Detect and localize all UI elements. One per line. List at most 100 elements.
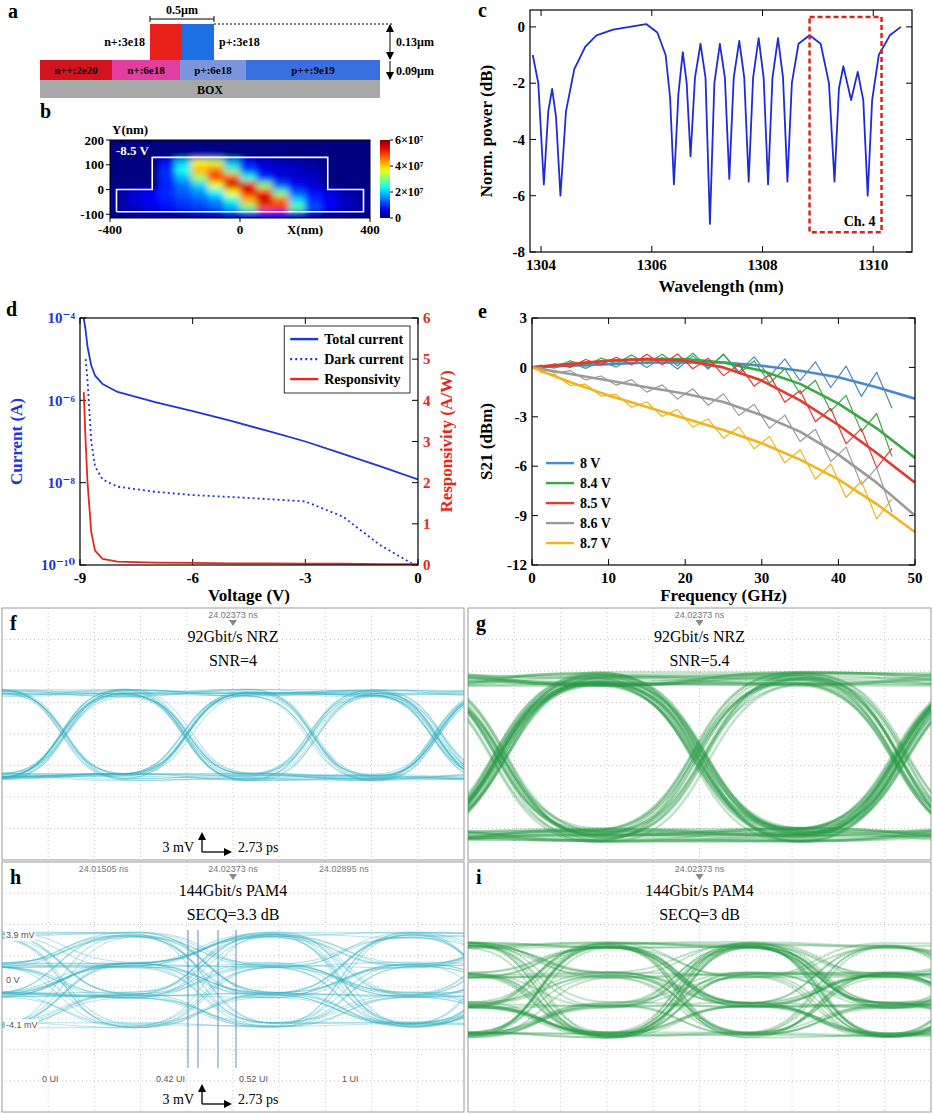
plot-frame — [530, 10, 912, 252]
x-tick — [192, 559, 193, 565]
graticule-line — [2, 797, 464, 798]
y-tick-label: 0 — [520, 360, 528, 376]
level-text: 3.9 mV — [6, 930, 35, 940]
eye-trace — [2, 689, 464, 781]
eye-trace — [2, 689, 464, 779]
eye-trace — [2, 690, 464, 776]
y-tick-label: 100 — [85, 157, 105, 172]
eye-trace — [468, 942, 931, 1034]
eye-trace — [468, 943, 931, 1036]
heatmap-cell — [256, 159, 273, 167]
heatmap-cell — [126, 159, 143, 167]
ui-text: 0.52 UI — [239, 1074, 268, 1084]
eye-trace — [468, 947, 931, 1038]
data-line — [84, 392, 418, 564]
eye-trace — [2, 936, 464, 1023]
region-label: n++:2e20 — [54, 64, 98, 76]
eye-trace — [2, 933, 464, 1026]
eye-trace — [468, 942, 931, 1032]
eye-trace — [468, 943, 931, 1034]
x-tick-label: 40 — [831, 570, 846, 586]
text-patch — [652, 627, 747, 646]
figure: an+:3e18p+:3e18n++:2e20n+:6e18p+:6e18p++… — [0, 0, 933, 1114]
data-line — [84, 318, 418, 479]
heatmap-cell — [143, 181, 160, 189]
region-label: p+:6e18 — [194, 64, 232, 76]
eye-trace — [2, 690, 464, 781]
heatmap-cell — [354, 173, 370, 181]
graticule-line — [468, 1080, 931, 1081]
doped-region — [180, 60, 246, 80]
eye-trace — [2, 932, 464, 1026]
y-tick-label: 10⁻¹⁰ — [41, 557, 75, 573]
heatmap-cell — [159, 203, 176, 211]
legend-label: 8 V — [580, 456, 600, 471]
heatmap-cells — [110, 144, 370, 218]
heatmap-cell — [175, 196, 192, 204]
eye-trace — [2, 690, 464, 778]
heatmap-cell — [159, 166, 176, 174]
plot-background — [110, 140, 370, 218]
colorbar-tick — [390, 218, 393, 219]
level-text: -4.1 mV — [6, 1020, 38, 1030]
trigger-marker — [696, 620, 704, 626]
heatmap-cell — [126, 173, 143, 181]
ui-text: 0.42 UI — [156, 1074, 185, 1084]
colorbar-tick — [390, 140, 393, 141]
graticule-line — [2, 702, 464, 703]
graticule-line — [468, 1049, 931, 1050]
plot-frame — [80, 318, 418, 565]
heatmap-cell — [110, 181, 127, 189]
eye-traces — [468, 942, 931, 1038]
cursor-line — [188, 930, 189, 1068]
axis-title: Y(nm) — [112, 122, 148, 137]
x-tick — [651, 246, 652, 252]
heatmap-cell — [159, 144, 176, 152]
doped-region — [40, 60, 112, 80]
heatmap-cell — [208, 159, 225, 167]
highlight-label: Ch. 4 — [844, 214, 876, 229]
legend-label: 8.4 V — [580, 476, 611, 491]
x-tick — [873, 246, 874, 252]
eye-trace — [468, 681, 931, 839]
heatmap-cell — [159, 196, 176, 204]
heatmap-cell — [354, 196, 370, 204]
eye-trace — [2, 690, 464, 781]
annotation: -8.5 V — [116, 143, 150, 158]
y2-tick — [412, 359, 418, 360]
eye-trace — [2, 691, 464, 781]
heatmap-cell — [191, 173, 208, 181]
heatmap-cell — [256, 188, 273, 196]
legend-swatch — [546, 462, 574, 464]
eye-traces — [2, 932, 464, 1028]
dimension-label: 0.09µm — [396, 64, 434, 78]
y-tick-label: -4 — [513, 132, 526, 148]
scale-label: 3 mV — [163, 1092, 195, 1107]
graticule-line — [140, 608, 141, 860]
eye-trace — [2, 694, 464, 780]
x-tick — [873, 10, 874, 16]
text-patch — [474, 865, 484, 889]
axis-title: Voltage (V) — [208, 586, 290, 605]
eye-trace — [2, 932, 464, 1027]
x-tick — [762, 246, 763, 252]
eye-trace — [2, 932, 464, 1026]
plot-frame — [532, 318, 915, 565]
heatmap-cell — [126, 203, 143, 211]
eye-trace — [468, 675, 931, 842]
y-tick — [80, 400, 86, 401]
heatmap-cell — [159, 159, 176, 167]
heatmap-cell — [321, 159, 338, 167]
graticule-line — [140, 862, 141, 1112]
panel-letter: b — [40, 100, 51, 122]
panel-letter: d — [6, 298, 17, 320]
eye-trace — [2, 932, 464, 1026]
axis-title: S21 (dBm) — [477, 403, 496, 480]
text-patch — [341, 1073, 360, 1085]
heatmap-cell — [338, 173, 355, 181]
eye-trace — [2, 964, 464, 1028]
text-patch — [8, 611, 19, 635]
legend-box — [540, 450, 617, 557]
graticule-line — [468, 734, 931, 735]
text-patch — [5, 1019, 39, 1031]
